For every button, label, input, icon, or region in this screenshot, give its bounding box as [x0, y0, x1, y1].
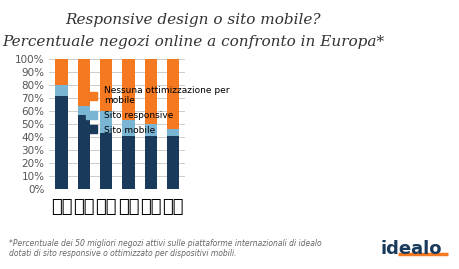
Bar: [100, 111, 112, 133]
Text: 🇪🇸: 🇪🇸: [95, 198, 117, 216]
Text: 🇩🇪: 🇩🇪: [73, 198, 95, 216]
Bar: [56, 85, 67, 96]
Bar: [56, 59, 67, 85]
Bar: [167, 136, 179, 189]
Legend: Nessuna ottimizzazione per
mobile, Sito responsive, Sito mobile: Nessuna ottimizzazione per mobile, Sito …: [83, 83, 232, 137]
Text: Percentuale negozi online a confronto in Europa*: Percentuale negozi online a confronto in…: [2, 35, 383, 49]
Bar: [144, 136, 157, 189]
Bar: [144, 59, 157, 124]
Bar: [122, 59, 134, 120]
Bar: [100, 59, 112, 111]
Bar: [78, 59, 90, 106]
Bar: [144, 124, 157, 136]
Bar: [100, 133, 112, 189]
Bar: [78, 106, 90, 115]
Text: 🇫🇷: 🇫🇷: [118, 198, 139, 216]
Bar: [122, 120, 134, 136]
Bar: [56, 96, 67, 189]
Bar: [78, 115, 90, 189]
Text: 🇮🇹: 🇮🇹: [140, 198, 161, 216]
Bar: [122, 136, 134, 189]
Text: idealo: idealo: [379, 240, 441, 258]
Bar: [167, 59, 179, 129]
Text: Responsive design o sito mobile?: Responsive design o sito mobile?: [65, 13, 320, 27]
Text: 🇬🇧: 🇬🇧: [51, 198, 72, 216]
Bar: [167, 129, 179, 136]
Text: 🇵🇱: 🇵🇱: [162, 198, 183, 216]
Text: *Percentuale dei 50 migliori negozi attivi sulle piattaforme internazionali di i: *Percentuale dei 50 migliori negozi atti…: [9, 239, 321, 258]
